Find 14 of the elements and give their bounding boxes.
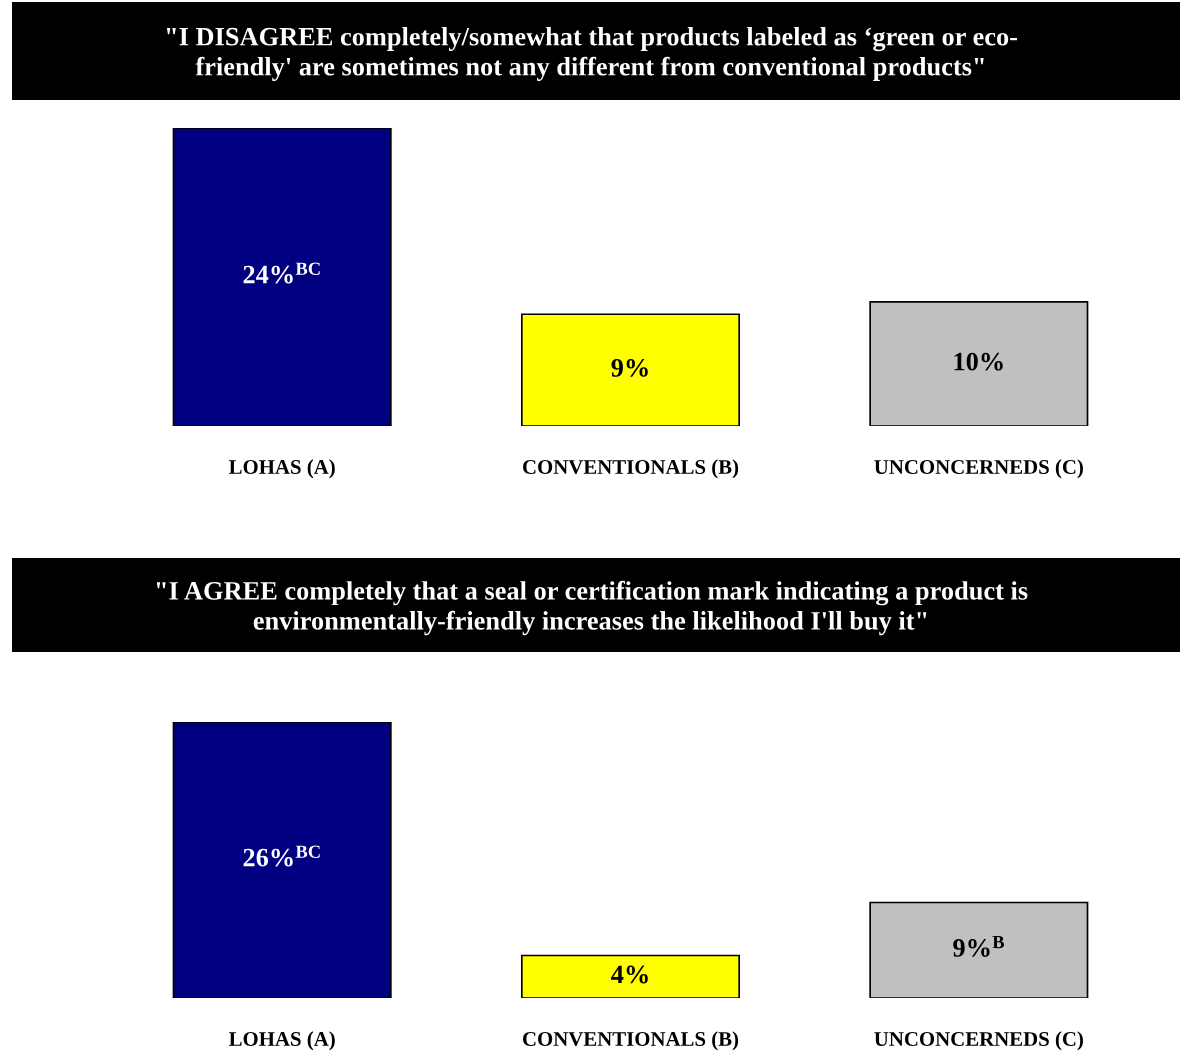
x-tick-label: CONVENTIONALS (B) xyxy=(523,459,739,479)
x-tick-label: LOHAS (A) xyxy=(228,459,335,479)
data-label: 9% xyxy=(611,358,648,377)
data-label: 24%$^{BC}$ xyxy=(243,262,320,284)
x-tick-label: UNCONCERNEDS (C) xyxy=(874,459,1083,479)
chart-title: "I AGREE completely that a seal or certification mark indicating a product is environmentally-friendly increases the likelihood I'll buy it" xyxy=(156,580,1028,636)
data-label: 10% xyxy=(954,352,1003,371)
chart-title: "I DISAGREE completely/somewhat that products labeled as ‘green or eco- friendly' are sometimes not any different from conventional products" xyxy=(166,27,1018,81)
data-label: 9%$^{B}$ xyxy=(953,935,1005,957)
data-label: 4% xyxy=(611,965,648,984)
x-tick-label: UNCONCERNEDS (C) xyxy=(874,1031,1083,1051)
x-tick-label: CONVENTIONALS (B) xyxy=(523,1031,739,1051)
x-tick-label: LOHAS (A) xyxy=(228,1031,335,1051)
data-label: 26%$^{BC}$ xyxy=(243,845,320,867)
